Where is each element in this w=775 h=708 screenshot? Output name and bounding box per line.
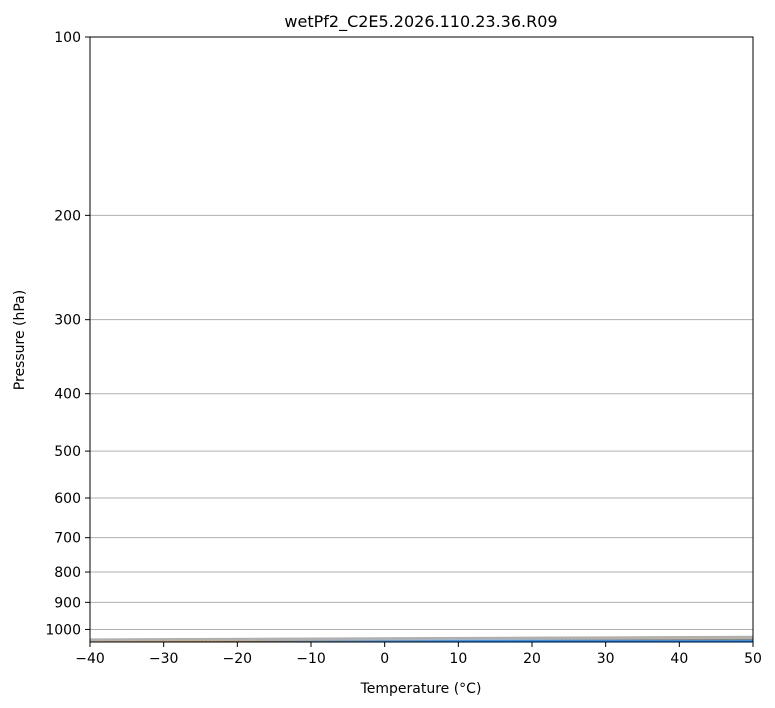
y-tick-label: 700 [54, 531, 81, 547]
y-axis-label: Pressure (hPa) [12, 290, 28, 390]
x-tick-label: −20 [223, 651, 253, 667]
x-axis-label: Temperature (°C) [360, 681, 482, 697]
x-tick-label: −30 [149, 651, 179, 667]
x-tick-label: 20 [523, 651, 541, 667]
x-tick-label: −10 [296, 651, 326, 667]
y-tick-label: 600 [54, 491, 81, 507]
chart-title: wetPf2_C2E5.2026.110.23.36.R09 [284, 12, 557, 32]
y-axis-ticks: 1000 900 800 700 600 500 400 300 200 100 [45, 30, 90, 638]
y-tick-label: 400 [54, 387, 81, 403]
plot-area: 0.10.20.40.611.52346810131620253036-100-… [90, 37, 753, 642]
x-tick-label: 10 [449, 651, 467, 667]
grid-layer [90, 37, 753, 642]
y-tick-label: 900 [54, 595, 81, 611]
y-tick-label: 100 [54, 30, 81, 46]
x-tick-label: −40 [75, 651, 105, 667]
y-tick-label: 500 [54, 444, 81, 460]
x-axis-ticks: −40 −30 −20 −10 0 10 20 30 40 50 [75, 642, 762, 667]
x-tick-label: 40 [670, 651, 688, 667]
x-tick-label: 30 [597, 651, 615, 667]
y-tick-label: 1000 [45, 622, 81, 638]
y-tick-label: 800 [54, 565, 81, 581]
x-tick-label: 0 [380, 651, 389, 667]
plot-frame [89, 36, 754, 643]
y-tick-label: 200 [54, 208, 81, 224]
x-tick-label: 50 [744, 651, 762, 667]
y-tick-label: 300 [54, 313, 81, 329]
